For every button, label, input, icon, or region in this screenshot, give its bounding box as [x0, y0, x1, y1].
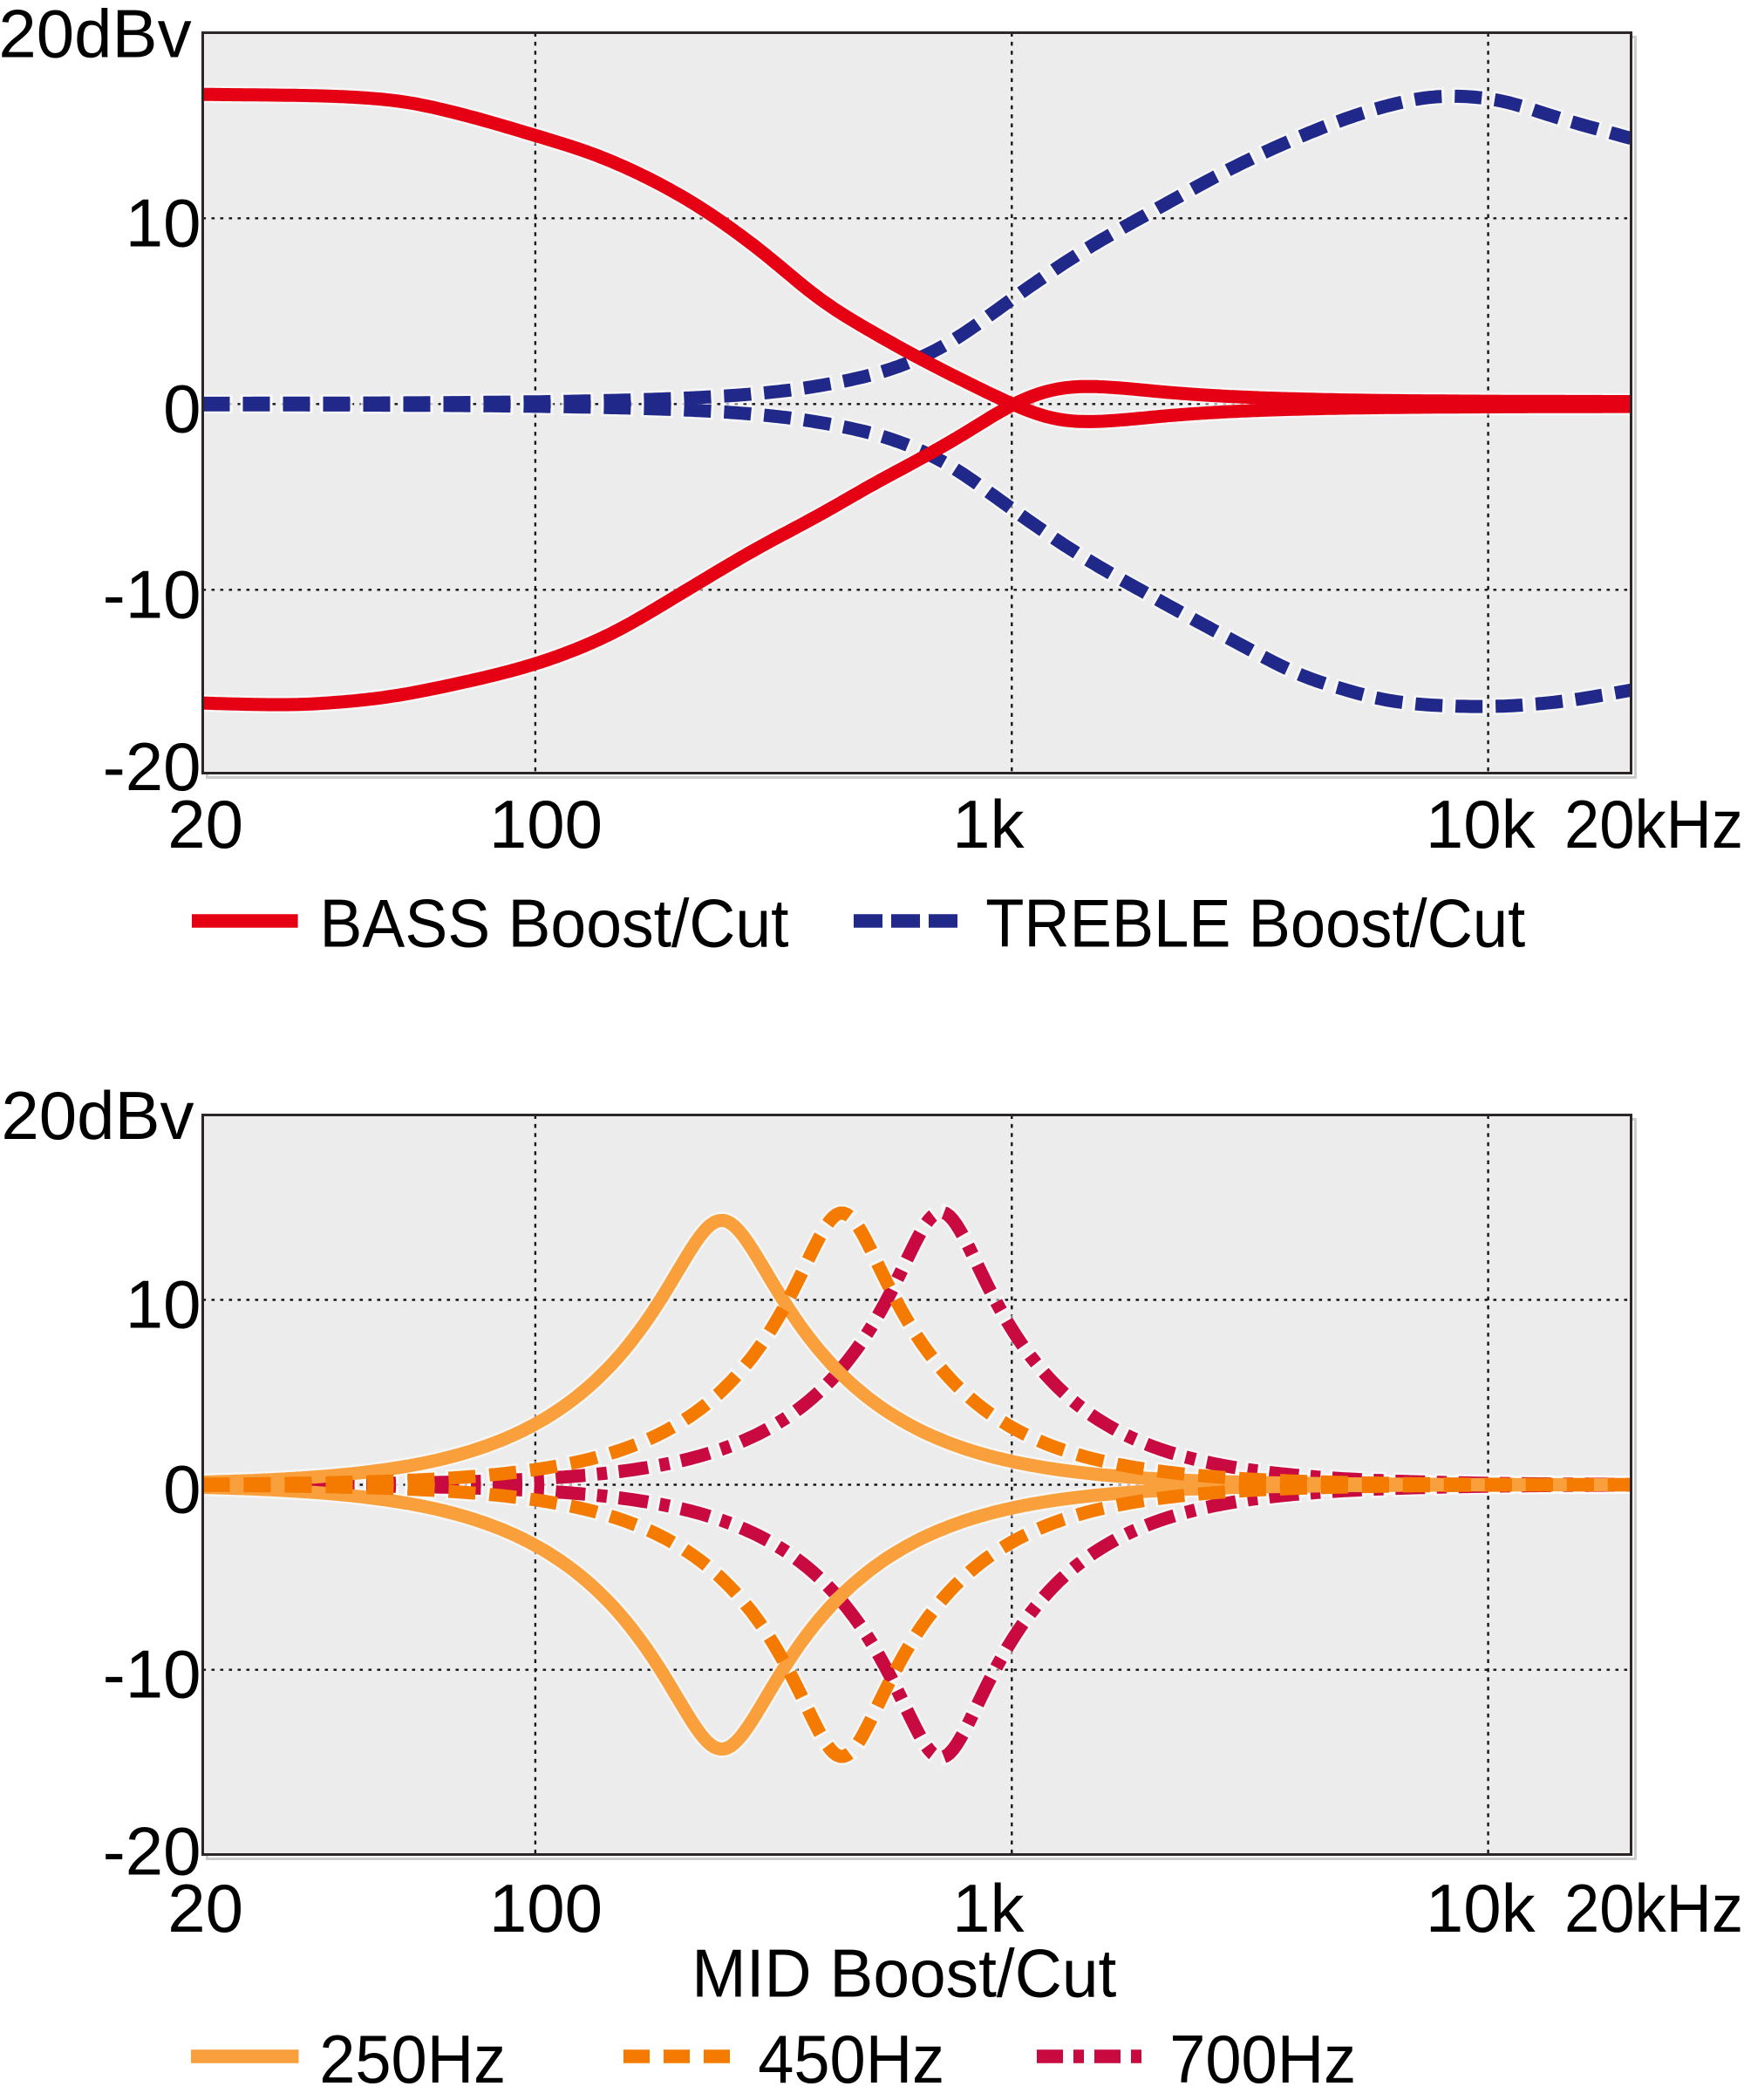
- svg-text:100: 100: [489, 1870, 603, 1947]
- svg-text:0: 0: [163, 370, 201, 447]
- svg-text:-20: -20: [103, 1813, 201, 1890]
- svg-text:-10: -10: [103, 1636, 201, 1713]
- svg-text:1k: 1k: [952, 1870, 1025, 1947]
- svg-text:10: 10: [126, 1266, 201, 1343]
- svg-text:100: 100: [489, 786, 603, 862]
- svg-text:MID Boost/Cut: MID Boost/Cut: [691, 1935, 1116, 2012]
- svg-text:20kHz: 20kHz: [1564, 786, 1743, 862]
- svg-text:10k: 10k: [1426, 786, 1536, 862]
- svg-text:10: 10: [126, 185, 201, 262]
- svg-text:-20: -20: [103, 728, 201, 805]
- svg-text:20dBv: 20dBv: [0, 0, 192, 72]
- svg-text:700Hz: 700Hz: [1169, 2021, 1356, 2096]
- svg-text:0: 0: [163, 1451, 201, 1528]
- svg-text:1k: 1k: [952, 786, 1025, 862]
- svg-text:TREBLE Boost/Cut: TREBLE Boost/Cut: [985, 885, 1525, 962]
- svg-text:20: 20: [167, 1870, 243, 1947]
- svg-text:BASS Boost/Cut: BASS Boost/Cut: [320, 885, 789, 962]
- svg-text:-10: -10: [103, 556, 201, 633]
- svg-text:450Hz: 450Hz: [758, 2021, 944, 2096]
- svg-text:20: 20: [167, 786, 243, 862]
- svg-text:250Hz: 250Hz: [319, 2021, 506, 2096]
- svg-text:20kHz: 20kHz: [1564, 1870, 1743, 1947]
- svg-text:20dBv: 20dBv: [1, 1077, 194, 1154]
- svg-text:10k: 10k: [1426, 1870, 1536, 1947]
